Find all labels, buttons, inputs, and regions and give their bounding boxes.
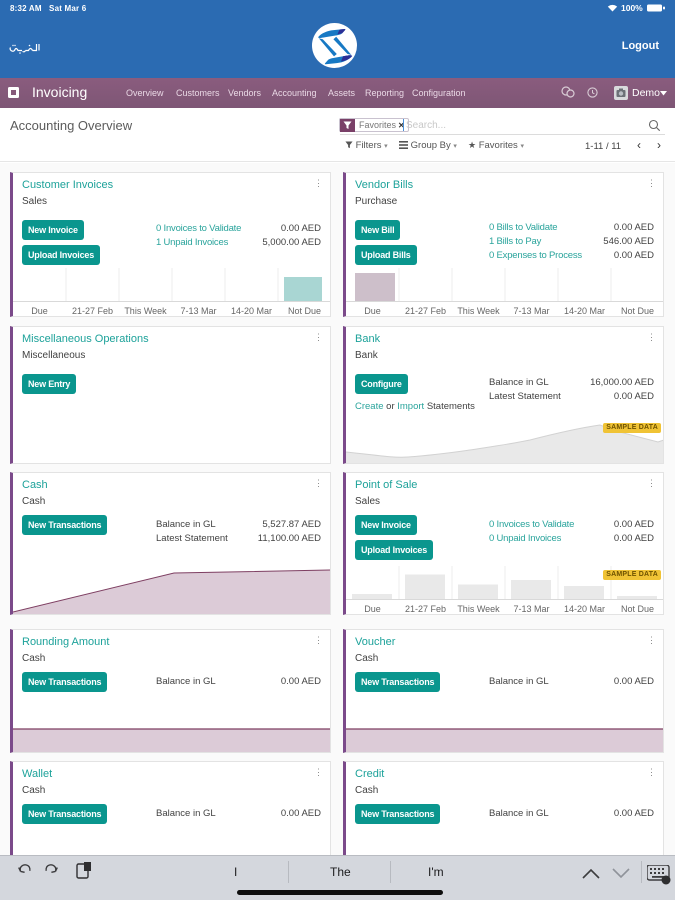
svg-text:7-13 Mar: 7-13 Mar xyxy=(513,306,549,316)
svg-text:21-27 Feb: 21-27 Feb xyxy=(405,306,446,316)
svg-text:Due: Due xyxy=(364,306,381,316)
svg-text:Not Due: Not Due xyxy=(288,306,321,316)
svg-text:This Week: This Week xyxy=(457,306,500,316)
svg-text:14-20 Mar: 14-20 Mar xyxy=(564,604,605,614)
svg-text:14-20 Mar: 14-20 Mar xyxy=(231,306,272,316)
svg-text:7-13 Mar: 7-13 Mar xyxy=(180,306,216,316)
svg-text:Not Due: Not Due xyxy=(621,604,654,614)
svg-text:100%: 100% xyxy=(621,3,643,13)
svg-text:This Week: This Week xyxy=(457,604,500,614)
svg-text:Not Due: Not Due xyxy=(621,306,654,316)
svg-text:14-20 Mar: 14-20 Mar xyxy=(564,306,605,316)
svg-text:21-27 Feb: 21-27 Feb xyxy=(405,604,446,614)
svg-text:Due: Due xyxy=(31,306,48,316)
svg-text:This Week: This Week xyxy=(124,306,167,316)
svg-text:21-27 Feb: 21-27 Feb xyxy=(72,306,113,316)
svg-text:Due: Due xyxy=(364,604,381,614)
svg-text:7-13 Mar: 7-13 Mar xyxy=(513,604,549,614)
